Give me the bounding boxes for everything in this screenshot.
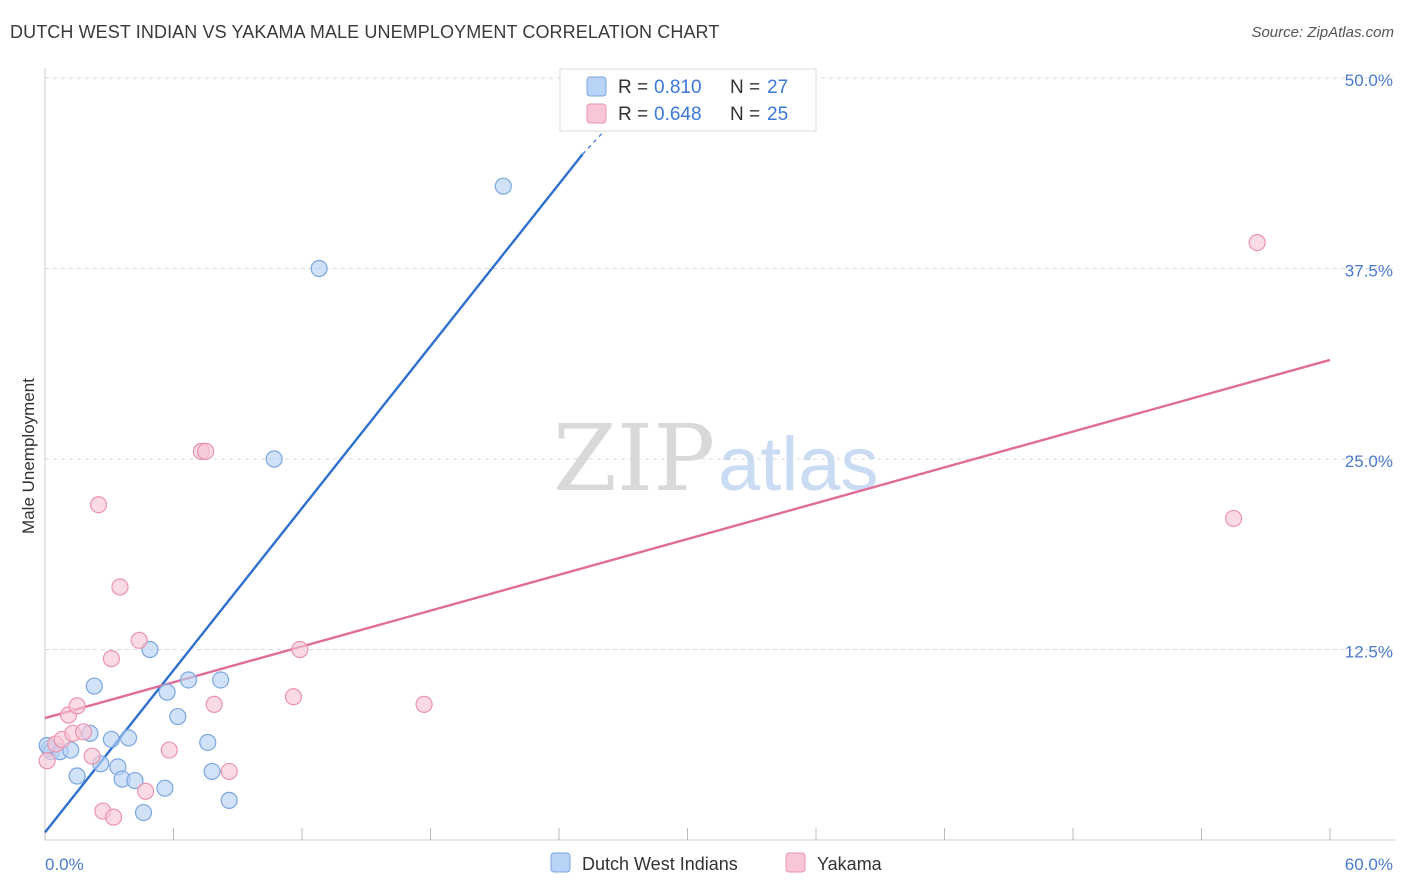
point-yakama-5 — [68, 697, 86, 715]
point-yakama-15 — [160, 741, 178, 759]
point-dutch-west-indians-16 — [158, 683, 176, 701]
legend-r-label-2: R = — [618, 104, 648, 125]
y-tick-label-1: 25.0% — [1345, 452, 1393, 471]
data-points — [38, 177, 1266, 826]
point-yakama-13 — [130, 631, 148, 649]
point-yakama-7 — [83, 747, 101, 765]
point-dutch-west-indians-18 — [179, 671, 198, 689]
point-dutch-west-indians-4 — [68, 767, 86, 785]
legend-swatch-blue — [586, 76, 607, 97]
trendlines — [44, 121, 1331, 834]
watermark-atlas: atlas — [718, 422, 879, 507]
bottom-legend-swatch-pink — [785, 852, 806, 873]
x-tick-label-min: 0.0% — [45, 855, 84, 874]
point-dutch-west-indians-22 — [220, 791, 238, 809]
point-yakama-12 — [111, 578, 129, 596]
trendline-dutch-west-indians — [44, 153, 584, 834]
legend-r-label-1: R = — [618, 77, 648, 98]
bottom-legend-label-yakama: Yakama — [817, 854, 883, 874]
point-yakama-20 — [284, 688, 303, 706]
point-dutch-west-indians-20 — [203, 762, 221, 781]
trendline-yakama — [44, 358, 1331, 720]
point-yakama-6 — [74, 723, 93, 741]
point-yakama-17 — [197, 442, 215, 460]
point-dutch-west-indians-23 — [265, 450, 283, 468]
legend-r-value-1: 0.810 — [654, 77, 702, 98]
axes — [44, 68, 1395, 841]
point-dutch-west-indians-12 — [126, 771, 144, 790]
grid-lines — [45, 77, 1395, 650]
point-dutch-west-indians-6 — [85, 677, 103, 695]
point-dutch-west-indians-8 — [102, 730, 120, 749]
point-yakama-24 — [1248, 233, 1266, 252]
y-tick-label-0: 12.5% — [1345, 643, 1393, 662]
point-yakama-23 — [1225, 509, 1243, 528]
point-yakama-18 — [205, 695, 223, 713]
point-yakama-19 — [220, 762, 238, 781]
watermark-zip: ZIP — [553, 405, 715, 512]
point-yakama-22 — [415, 695, 433, 713]
x-tick-label-max: 60.0% — [1345, 855, 1393, 874]
legend-n-label-1: N = — [730, 77, 760, 98]
legend-r-value-2: 0.648 — [654, 104, 702, 125]
point-yakama-11 — [104, 808, 123, 826]
point-dutch-west-indians-15 — [156, 779, 174, 797]
legend-swatch-pink — [586, 103, 607, 124]
point-yakama-0 — [38, 752, 56, 770]
y-tick-label-2: 37.5% — [1345, 262, 1393, 281]
point-dutch-west-indians-19 — [199, 733, 217, 752]
legend-n-label-2: N = — [730, 104, 760, 125]
point-yakama-21 — [291, 640, 309, 659]
point-dutch-west-indians-24 — [310, 259, 328, 278]
point-dutch-west-indians-25 — [494, 177, 512, 195]
point-dutch-west-indians-13 — [134, 803, 153, 822]
source-credit: Source: ZipAtlas.com — [1251, 24, 1394, 41]
y-tick-label-3: 50.0% — [1345, 71, 1393, 90]
bottom-legend-label-dutch-west-indians: Dutch West Indians — [582, 854, 738, 874]
point-dutch-west-indians-17 — [169, 707, 187, 726]
tick-labels: 12.5% 25.0% 37.5% 50.0% 0.0% 60.0% — [45, 71, 1393, 874]
bottom-legend-swatch-blue — [550, 852, 571, 873]
chart-title: DUTCH WEST INDIAN VS YAKAMA MALE UNEMPLO… — [10, 22, 720, 42]
point-yakama-14 — [137, 782, 155, 800]
legend-box: R = 0.810 N = 27 R = 0.648 N = 25 — [559, 68, 817, 132]
point-dutch-west-indians-21 — [212, 671, 230, 689]
bottom-legend: Dutch West Indians Yakama — [550, 852, 883, 874]
point-yakama-10 — [102, 650, 120, 668]
y-axis-label: Male Unemployment — [19, 378, 38, 534]
legend-n-value-1: 27 — [767, 77, 788, 98]
point-yakama-8 — [89, 496, 108, 514]
point-dutch-west-indians-11 — [119, 729, 138, 747]
legend-n-value-2: 25 — [767, 104, 788, 125]
